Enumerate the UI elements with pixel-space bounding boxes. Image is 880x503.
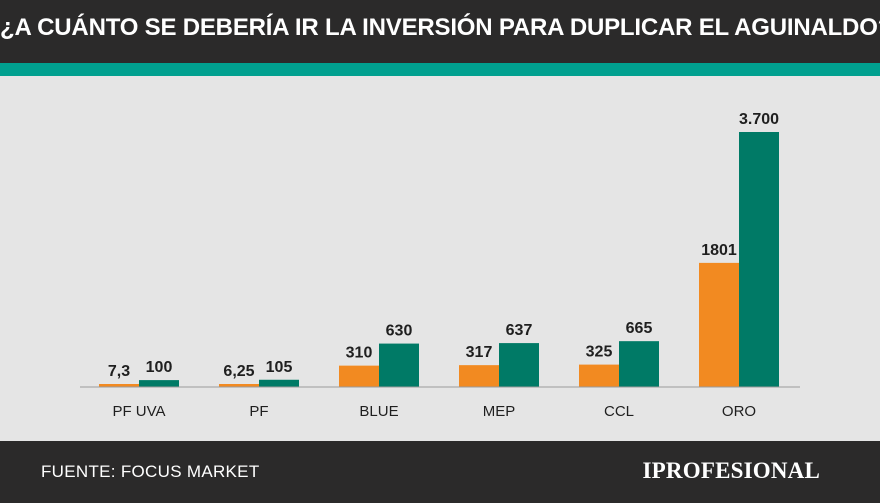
category-label-blue: BLUE <box>359 403 398 420</box>
labels-group: 7,3 100 PF UVA 6,25 105 PF 310 630 BLUE 317 637 MEP… <box>108 111 779 420</box>
chart-area: 7,3 100 PF UVA 6,25 105 PF 310 630 BLUE 317 637 MEP… <box>0 76 880 441</box>
value-label-actual-pf-uva: 7,3 <box>108 363 130 380</box>
chart-title: ¿A CUÁNTO SE DEBERÍA IR LA INVERSIÓN PAR… <box>0 14 880 41</box>
bar-actual-oro <box>699 262 739 387</box>
bar-actual-blue <box>339 365 379 387</box>
bar-objetivo-oro <box>739 132 779 387</box>
bar-objetivo-pf-uva <box>139 380 179 387</box>
bar-objetivo-blue <box>379 343 419 387</box>
value-label-objetivo-mep: 637 <box>506 322 533 339</box>
source-text: FUENTE: FOCUS MARKET <box>41 462 260 481</box>
bar-actual-ccl <box>579 364 619 387</box>
chart-header: ¿A CUÁNTO SE DEBERÍA IR LA INVERSIÓN PAR… <box>0 0 880 63</box>
category-label-mep: MEP <box>483 403 516 420</box>
value-label-actual-blue: 310 <box>346 345 373 362</box>
value-label-objetivo-pf-uva: 100 <box>146 359 173 376</box>
value-label-actual-mep: 317 <box>466 344 493 361</box>
value-label-actual-oro: 1801 <box>701 242 737 259</box>
bar-actual-pf <box>219 384 259 387</box>
value-label-objetivo-blue: 630 <box>386 323 413 340</box>
value-label-actual-ccl: 325 <box>586 344 613 361</box>
bar-objetivo-mep <box>499 343 539 387</box>
bar-actual-pf-uva <box>99 384 139 387</box>
category-label-pf: PF <box>249 403 268 420</box>
bar-chart: 7,3 100 PF UVA 6,25 105 PF 310 630 BLUE 317 637 MEP… <box>80 111 800 420</box>
chart-footer: FUENTE: FOCUS MARKET IPROFESIONAL <box>0 441 880 503</box>
value-label-objetivo-pf: 105 <box>266 359 293 376</box>
bar-objetivo-ccl <box>619 341 659 387</box>
category-label-pf-uva: PF UVA <box>112 403 165 420</box>
value-label-objetivo-oro: 3.700 <box>739 111 779 128</box>
bar-objetivo-pf <box>259 379 299 387</box>
accent-stripe <box>0 63 880 76</box>
brand-logo: IPROFESIONAL <box>642 458 820 483</box>
bars-group <box>99 132 779 387</box>
bar-actual-mep <box>459 365 499 387</box>
category-label-oro: ORO <box>722 403 756 420</box>
value-label-actual-pf: 6,25 <box>223 363 254 380</box>
value-label-objetivo-ccl: 665 <box>626 320 653 337</box>
category-label-ccl: CCL <box>604 403 634 420</box>
